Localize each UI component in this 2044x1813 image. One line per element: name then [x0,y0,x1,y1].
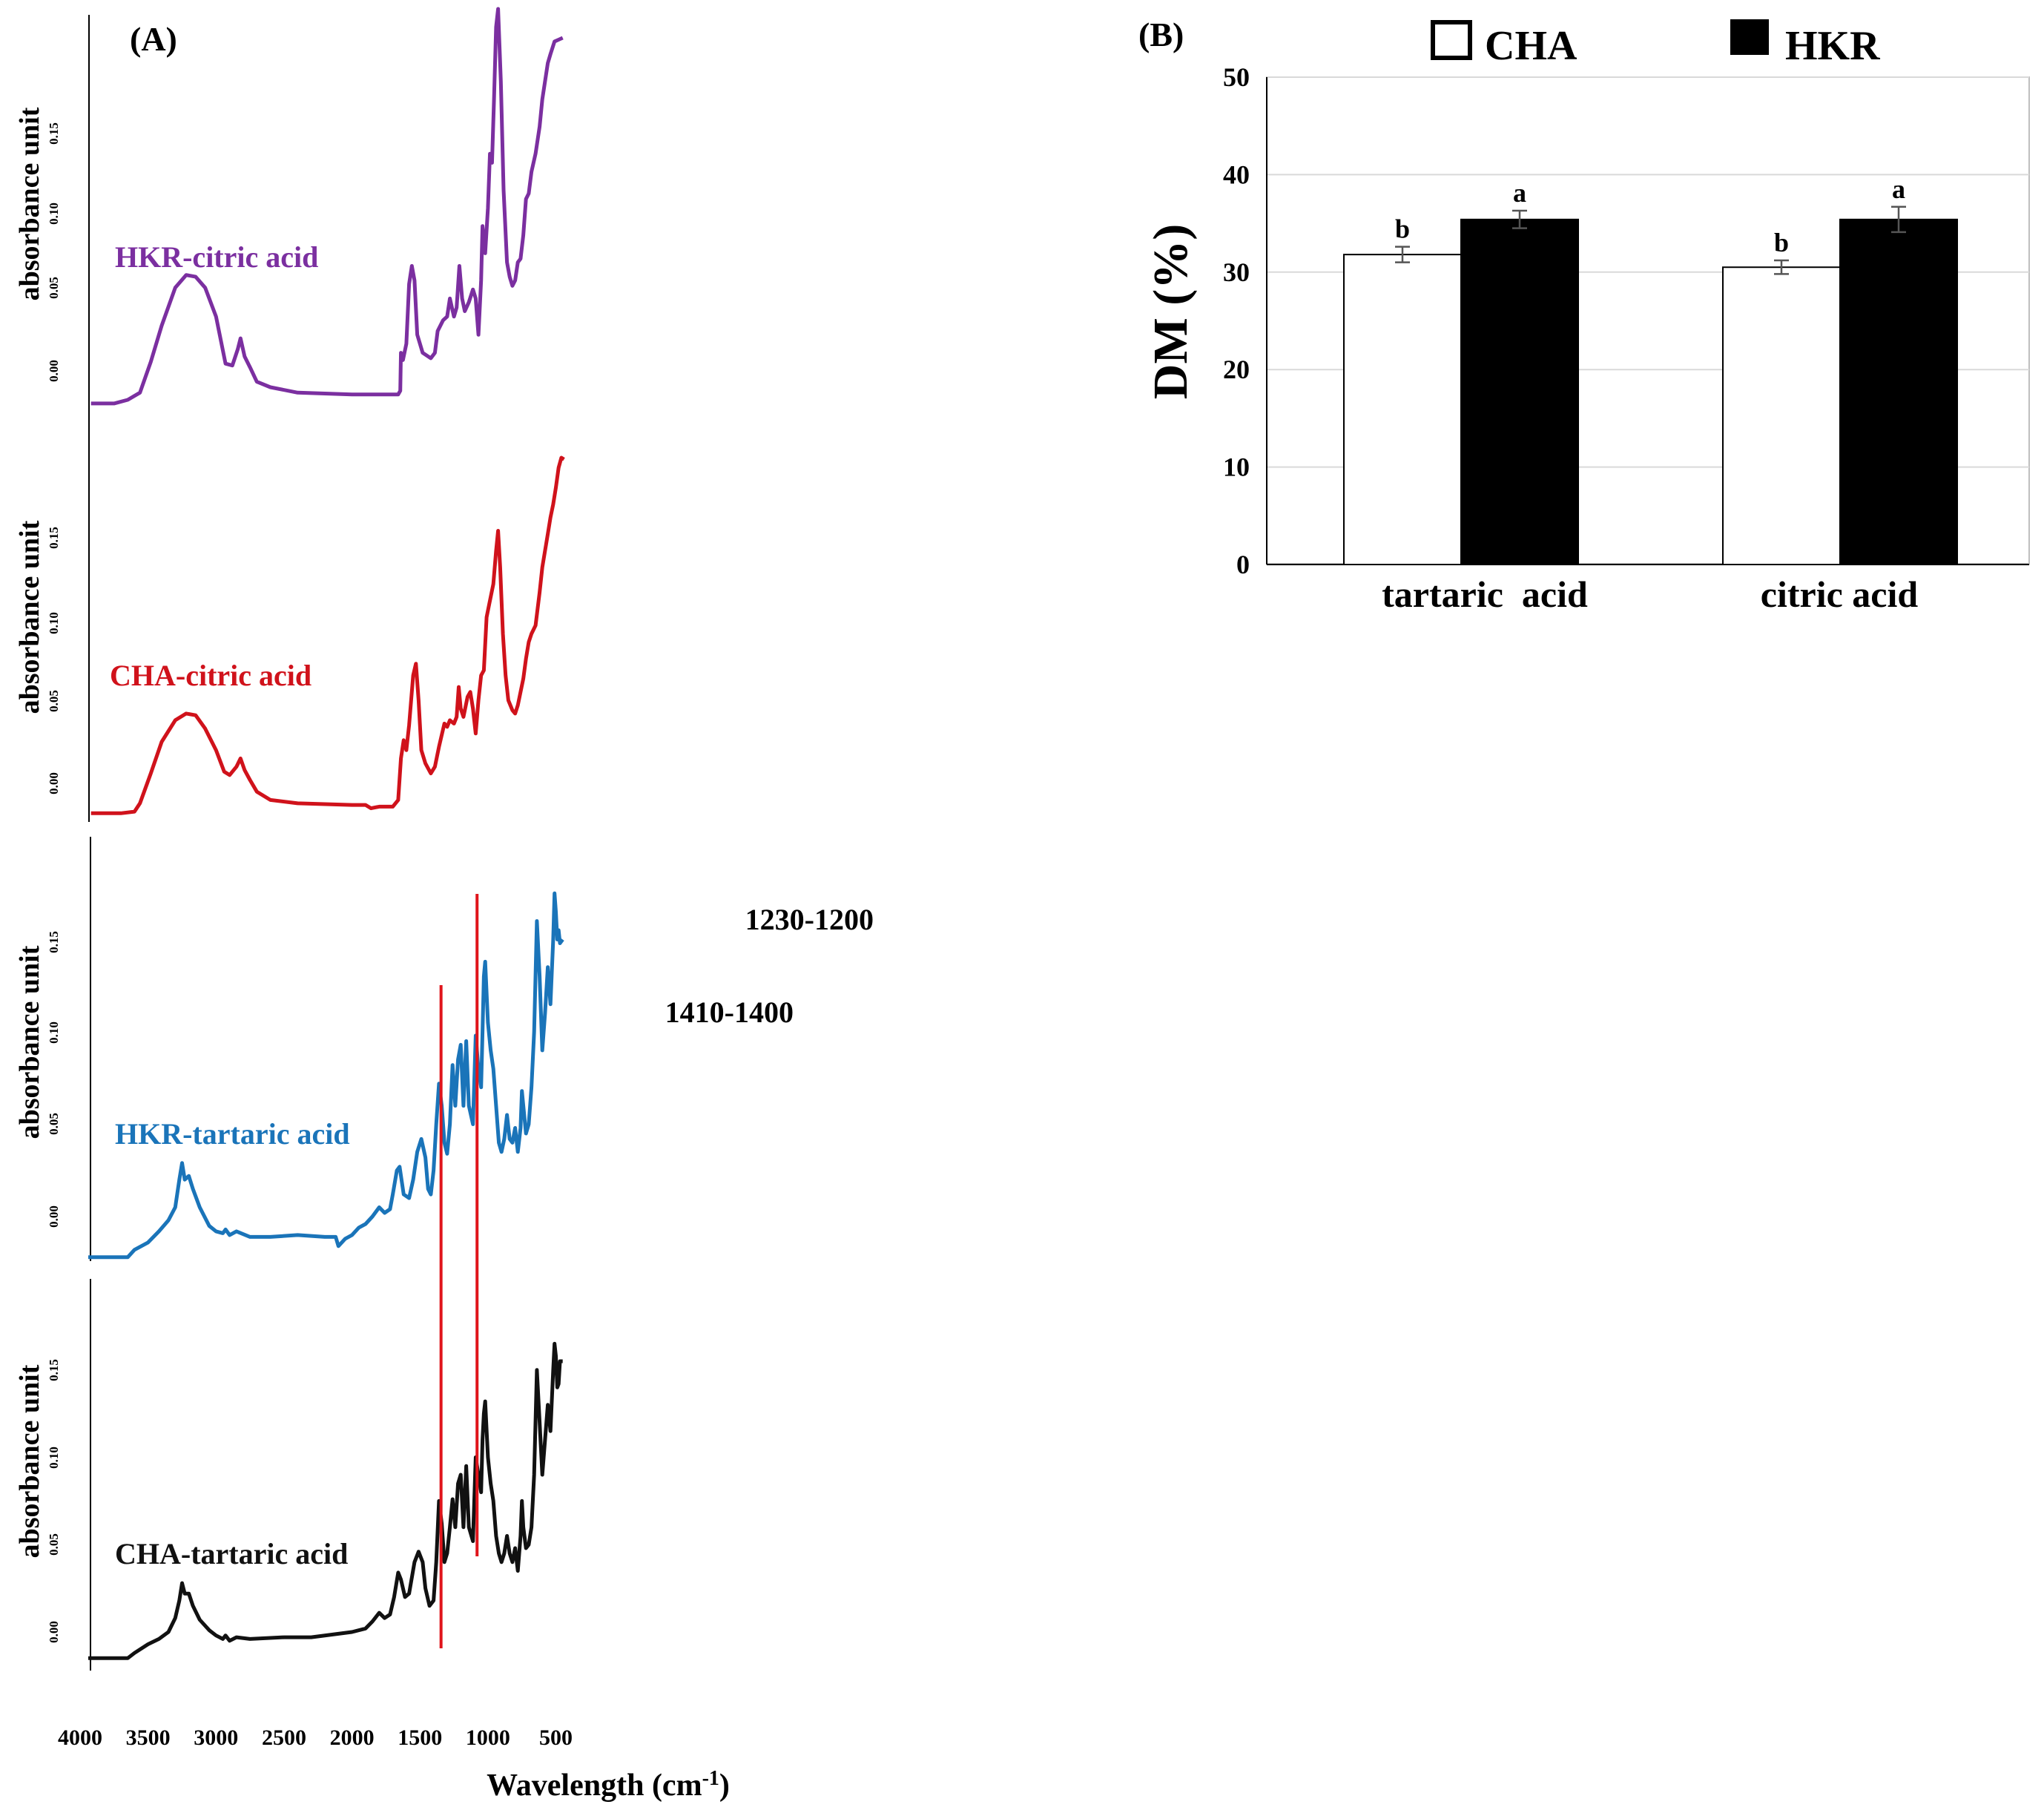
y-tick-1-0: 0.00 [47,360,61,382]
panel-b-dm-bar-chart: (B) CHA HKR 0 10 20 30 40 50 DM (%) b a … [1138,16,2030,615]
y-tick-10: 10 [1223,453,1250,482]
bar-cha-citric-acid [1722,266,1841,565]
y-tick-2-3: 0.15 [47,527,61,549]
category-label-citric-acid: citric acid [1761,573,1919,615]
bar-cha-tartaric-acid [1343,254,1462,565]
x-tick-1000: 1000 [466,1725,510,1750]
series-label-hkr-tartaric-acid: HKR-tartaric acid [115,1117,350,1151]
y-tick-20: 20 [1223,355,1250,384]
spectrum-panel-hkr-tartaric: absorbance unit 0.00 0.05 0.10 0.15 HKR-… [14,837,564,1261]
series-label-hkr-citric-acid: HKR-citric acid [115,240,318,274]
panel-a-ftir-spectra: (A) absorbance unit 0.00 0.05 0.10 0.15 … [14,7,874,1803]
x-axis-wavenumber: 4000 3500 3000 2500 2000 1500 1000 500 W… [58,1725,730,1803]
x-tick-3000: 3000 [194,1725,238,1750]
y-axis-label-4: absorbance unit [14,1364,45,1558]
y-axis-label-3: absorbance unit [14,945,45,1139]
y-tick-3-3: 0.15 [47,931,61,953]
spectrum-line-cha-citric-acid [90,455,565,815]
spectrum-panel-hkr-citric: absorbance unit 0.00 0.05 0.10 0.15 HKR-… [14,7,564,412]
y-tick-1-2: 0.10 [47,203,61,225]
y-tick-0: 0 [1236,550,1250,579]
y-tick-30: 30 [1223,257,1250,287]
sig-letter-hkr-citric-acid: a [1892,174,1905,204]
y-tick-2-2: 0.10 [47,612,61,634]
y-tick-4-3: 0.15 [47,1359,61,1381]
series-label-cha-citric-acid: CHA-citric acid [110,659,311,692]
y-axis-label-2: absorbance unit [14,520,45,714]
spectrum-panel-cha-citric: absorbance unit 0.00 0.05 0.10 0.15 CHA-… [14,412,565,822]
legend-swatch-hkr [1730,19,1769,55]
y-tick-4-2: 0.10 [47,1447,61,1469]
y-tick-4-1: 0.05 [47,1533,61,1556]
spectrum-line-hkr-citric-acid [90,7,564,406]
error-bar-hkr-tartaric-acid [1512,209,1527,229]
error-bar-hkr-citric-acid [1891,205,1906,234]
y-tick-1-3: 0.15 [47,122,61,145]
y-tick-1-1: 0.05 [47,277,61,299]
y-tick-2-1: 0.05 [47,690,61,712]
error-bar-cha-citric-acid [1774,259,1789,275]
y-tick-3-1: 0.05 [47,1113,61,1135]
y-tick-40: 40 [1223,159,1250,189]
y-tick-4-0: 0.00 [47,1621,61,1643]
x-tick-500: 500 [539,1725,573,1750]
series-label-cha-tartaric-acid: CHA-tartaric acid [115,1537,348,1570]
y-tick-3-0: 0.00 [47,1205,61,1228]
bar-hkr-tartaric-acid [1460,218,1579,565]
y-axis-label-1: absorbance unit [14,107,45,300]
marker-label-1410-1400: 1410-1400 [665,996,794,1029]
sig-letter-hkr-tartaric-acid: a [1513,178,1526,208]
y-tick-2-0: 0.00 [47,772,61,794]
y-axis-title-b: DM (%) [1144,224,1198,399]
bar-hkr-citric-acid [1839,218,1958,565]
x-tick-1500: 1500 [398,1725,442,1750]
x-tick-3500: 3500 [126,1725,171,1750]
category-label-tartaric-acid: tartaric acid [1382,573,1588,615]
panel-b-label: (B) [1138,16,1184,53]
x-tick-2500: 2500 [262,1725,306,1750]
spectrum-line-hkr-tartaric-acid [88,891,564,1260]
spectrum-line-cha-tartaric-acid [88,1341,563,1660]
sig-letter-cha-tartaric-acid: b [1395,214,1410,244]
marker-label-1230-1200: 1230-1200 [745,903,874,936]
x-tick-4000: 4000 [58,1725,102,1750]
legend-label-hkr: HKR [1785,23,1880,69]
x-axis-title: Wavelength (cm-1) [487,1767,730,1803]
spectrum-panel-cha-tartaric: absorbance unit 0.00 0.05 0.10 0.15 CHA-… [14,1279,563,1671]
legend-label-cha: CHA [1485,23,1577,69]
x-tick-2000: 2000 [330,1725,375,1750]
y-tick-50: 50 [1223,62,1250,92]
error-bar-cha-tartaric-acid [1395,246,1410,263]
y-tick-3-2: 0.10 [47,1021,61,1044]
sig-letter-cha-citric-acid: b [1774,228,1789,257]
panel-a-label: (A) [130,20,177,58]
legend-swatch-cha [1431,20,1472,60]
